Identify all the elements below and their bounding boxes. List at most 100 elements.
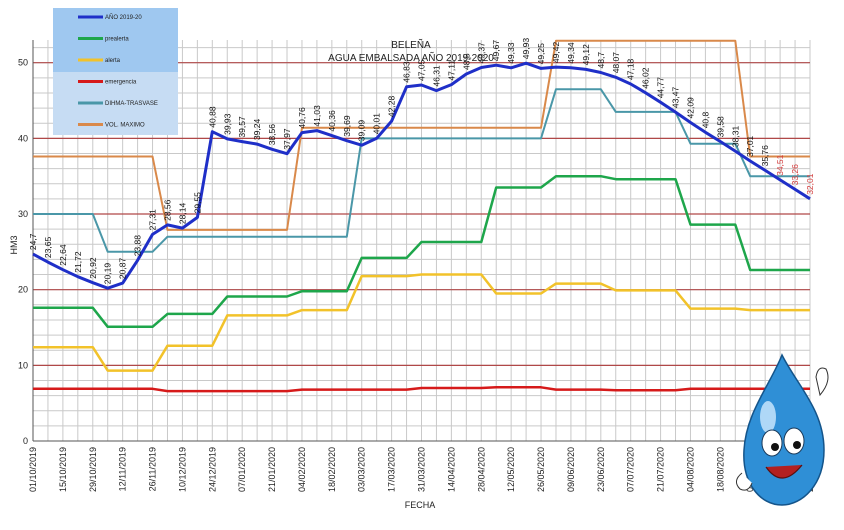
data-label: 40,36 (327, 110, 337, 132)
data-label: 39,69 (342, 115, 352, 137)
legend-entry: AÑO 2019-20 (105, 14, 142, 21)
data-label: 49,25 (536, 43, 546, 65)
x-axis-label: FECHA (405, 500, 436, 510)
y-tick-label: 30 (18, 209, 28, 219)
data-label: 49,12 (581, 44, 591, 66)
series-lines (32, 39, 811, 393)
data-label: 23,88 (133, 235, 143, 257)
mouth (765, 464, 803, 479)
data-label: 49,67 (491, 40, 501, 62)
eye-left (761, 429, 783, 457)
data-label: 49,93 (521, 38, 531, 60)
legend-entry: DIHMA-TRASVASE (105, 101, 158, 107)
hand-left (736, 472, 753, 491)
data-label: 24,7 (28, 233, 38, 250)
x-tick-label: 26/11/2019 (148, 447, 158, 491)
x-tick-label: 31/03/2020 (417, 447, 427, 492)
x-tick-label: 23/06/2020 (596, 447, 606, 492)
x-tick-label: 26/05/2020 (536, 447, 546, 492)
y-tick-label: 10 (18, 360, 28, 370)
y-tick-label: 40 (18, 133, 28, 143)
chart-subtitle: AGUA EMBALSADA AÑO 2019-2020 (328, 51, 494, 64)
y-tick-label: 50 (18, 58, 28, 68)
y-tick-label: 20 (18, 285, 28, 295)
data-label: 49,42 (551, 42, 561, 64)
data-label: 28,14 (177, 203, 187, 225)
chart-title: BELEÑA (391, 38, 431, 51)
x-tick-label: 03/03/2020 (357, 447, 367, 492)
series-line (33, 39, 810, 231)
x-tick-label: 12/11/2019 (118, 447, 128, 491)
data-label: 49,37 (476, 42, 486, 64)
x-tick-label: 21/07/2020 (656, 447, 666, 492)
water-drop-mascot (736, 353, 829, 506)
x-tick-label: 09/06/2020 (566, 447, 576, 492)
legend-entry: VOL. MAXIMO (105, 123, 145, 129)
data-label: 47,11 (446, 60, 456, 81)
data-label: 39,93 (222, 113, 232, 135)
data-label: 49,33 (506, 42, 516, 64)
x-tick-label: 18/08/2020 (715, 447, 725, 492)
x-tick-label: 28/04/2020 (476, 447, 486, 492)
x-tick-label: 01/10/2019 (28, 447, 38, 492)
series-line (33, 174, 810, 329)
drop-body (743, 353, 825, 506)
data-label: 46,31 (431, 65, 441, 87)
data-label: 35,76 (760, 145, 770, 167)
legend-box-gradient (53, 72, 178, 135)
legend: AÑO 2019-20 prealerta alerta emergencia DIHM… (53, 8, 178, 135)
y-tick-label: 0 (23, 436, 28, 446)
series-line (33, 273, 810, 372)
data-label: 20,87 (118, 258, 128, 280)
data-label: 46,83 (402, 61, 412, 83)
data-label: 33,26 (790, 164, 800, 186)
data-label: 39,24 (252, 119, 262, 141)
data-label: 40,88 (207, 106, 217, 128)
drop-shine (760, 401, 776, 433)
series-line (32, 61, 811, 290)
data-labels: 24,7 23,65 22,64 21,72 20,92 20,19 20,87 23,88 2… (28, 38, 815, 285)
data-label: 37,01 (745, 135, 755, 157)
data-label: 40,8 (700, 111, 710, 128)
x-tick-label: 21/01/2020 (267, 447, 277, 492)
series-line (33, 386, 810, 393)
data-label: 32,01 (805, 173, 815, 195)
x-tick-label: 04/02/2020 (297, 447, 307, 492)
data-label: 42,28 (387, 96, 397, 118)
eye-right (783, 427, 805, 455)
data-label: 44,77 (656, 77, 666, 99)
data-label: 39,57 (237, 116, 247, 138)
pupil-left (771, 443, 779, 451)
x-tick-label: 29/10/2019 (88, 447, 98, 492)
data-label: 48,5 (461, 53, 471, 70)
x-tick-label: 15/10/2019 (58, 447, 68, 492)
pupil-right (793, 441, 801, 449)
x-tick-label: 10/12/2019 (177, 447, 187, 492)
data-label: 20,92 (88, 257, 98, 279)
data-label: 48,07 (611, 52, 621, 74)
data-label: 39,58 (715, 116, 725, 138)
x-tick-label: 17/03/2020 (387, 447, 397, 492)
y-axis-label: HM3 (9, 235, 19, 254)
legend-entry: alerta (105, 58, 121, 64)
legend-entry: prealerta (105, 37, 129, 43)
data-label: 43,47 (671, 87, 681, 109)
data-label: 38,31 (730, 126, 740, 148)
data-label: 49,34 (566, 42, 576, 64)
data-label: 41,03 (312, 105, 322, 127)
data-label: 27,31 (148, 209, 158, 231)
data-label: 22,64 (58, 244, 68, 266)
data-label: 47,18 (626, 58, 636, 80)
data-label: 47,05 (417, 59, 427, 81)
data-label: 40,01 (372, 113, 382, 135)
legend-entry: emergencia (105, 80, 137, 86)
data-label: 29,55 (192, 192, 202, 214)
data-label: 28,56 (163, 199, 173, 221)
data-label: 40,76 (297, 107, 307, 129)
hand-right (815, 367, 829, 397)
data-label: 37,97 (282, 128, 292, 150)
data-label: 42,09 (686, 97, 696, 119)
data-label: 39,09 (357, 120, 367, 142)
x-tick-label: 14/04/2020 (446, 447, 456, 492)
x-tick-label: 07/01/2020 (237, 447, 247, 492)
